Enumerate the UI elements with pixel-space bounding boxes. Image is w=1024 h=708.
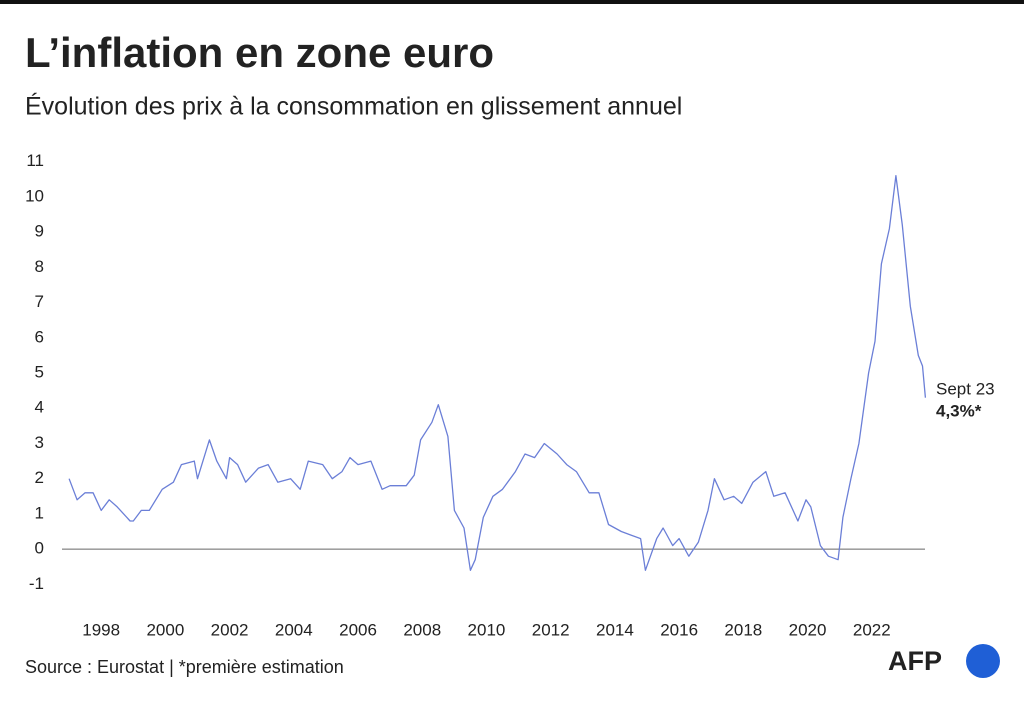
y-tick-label: 8 xyxy=(35,257,44,276)
x-tick-label: 2018 xyxy=(724,620,762,639)
y-tick-label: 10 xyxy=(25,186,44,205)
x-tick-label: 2008 xyxy=(403,620,441,639)
y-tick-label: 1 xyxy=(35,503,44,522)
y-tick-label: 6 xyxy=(35,327,44,346)
x-tick-label: 2020 xyxy=(789,620,827,639)
logo: AFP xyxy=(888,646,942,676)
chart-title: L’inflation en zone euro xyxy=(25,29,494,76)
annotation: 4,3%* xyxy=(936,401,982,420)
y-tick-label: 9 xyxy=(35,222,44,241)
x-tick-label: 2014 xyxy=(596,620,634,639)
top-border xyxy=(0,0,1024,4)
annotation: Sept 23 xyxy=(936,379,995,398)
logo-circle xyxy=(966,644,1000,678)
x-tick-label: 2006 xyxy=(339,620,377,639)
x-tick-label: 2004 xyxy=(275,620,313,639)
y-tick-label: 3 xyxy=(35,433,44,452)
y-tick-label: 4 xyxy=(35,398,44,417)
y-tick-label: 2 xyxy=(35,468,44,487)
y-tick-label: 11 xyxy=(26,151,44,170)
x-tick-label: 2022 xyxy=(853,620,891,639)
data-line xyxy=(68,175,927,571)
y-tick-label: 7 xyxy=(35,292,44,311)
x-tick-label: 2016 xyxy=(660,620,698,639)
y-tick-label: 0 xyxy=(35,539,44,558)
x-tick-label: 2012 xyxy=(532,620,570,639)
x-tick-label: 2002 xyxy=(211,620,249,639)
x-tick-label: 2010 xyxy=(468,620,506,639)
x-tick-label: 1998 xyxy=(82,620,120,639)
y-tick-label: 5 xyxy=(35,362,44,381)
chart-subtitle: Évolution des prix à la consommation en … xyxy=(25,92,682,121)
source: Source : Eurostat | *première estimation xyxy=(25,657,344,677)
x-tick-label: 2000 xyxy=(146,620,184,639)
y-tick-label: -1 xyxy=(29,574,44,593)
